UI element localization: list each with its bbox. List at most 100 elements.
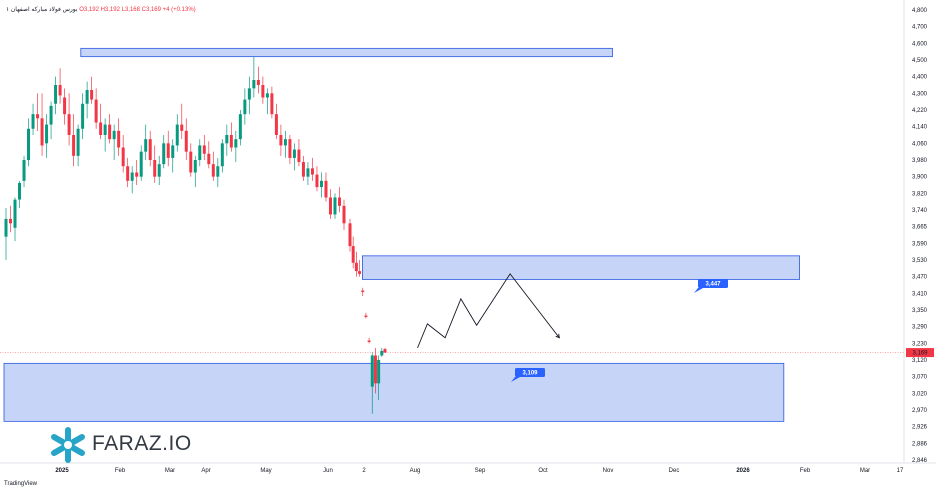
y-tick-label: 4,800 [912, 8, 928, 14]
x-tick-label: Nov [603, 468, 614, 474]
zones [3, 47, 800, 422]
candle-body [63, 97, 67, 115]
candle-body [247, 88, 251, 100]
chart-header: ۱ بورس فولاد مبارکه اصفهان O3,192 H3,192… [6, 6, 196, 13]
candle-body [229, 135, 233, 148]
candle-body [130, 172, 134, 181]
symbol-name: ۱ بورس فولاد مبارکه اصفهان [6, 7, 78, 13]
candle-body [225, 135, 229, 144]
candle-body [58, 85, 62, 96]
y-tick-label: 4,400 [912, 75, 928, 81]
y-tick-label: 3,530 [912, 258, 928, 264]
middle-resistance-label: 3,447 [705, 282, 721, 288]
candle-body [370, 355, 374, 387]
y-tick-label: 4,140 [912, 125, 928, 131]
candle-body [364, 315, 368, 317]
candle-body [234, 139, 238, 148]
y-tick-label: 2,970 [912, 408, 928, 414]
y-tick-label: 3,290 [912, 325, 928, 331]
y-tick-label: 3,120 [912, 358, 928, 364]
candle-body [337, 197, 341, 206]
y-tick-label: 3,820 [912, 191, 928, 197]
y-tick-label: 4,300 [912, 91, 928, 97]
y-axis: 4,800 4,700 4,600 4,500 4,400 4,300 4,220 4,140… [906, 8, 934, 464]
y-tick-label: 4,500 [912, 58, 928, 64]
candle-body [265, 93, 269, 98]
x-tick-label: Mar [860, 468, 870, 474]
middle-resistance-zone [361, 255, 800, 280]
candle-body [180, 124, 184, 131]
candle-body [315, 174, 319, 188]
candle-body [189, 151, 193, 173]
candle-body [383, 349, 387, 353]
candle-body [18, 182, 22, 200]
candle-body [310, 168, 314, 175]
y-tick-label: 3,410 [912, 291, 928, 297]
candle-body [85, 90, 89, 104]
support-label: 3,109 [522, 371, 538, 377]
candle-body [139, 151, 143, 177]
watermark-text: FARAZ.IO [92, 432, 192, 455]
y-tick-label: 3,980 [912, 158, 928, 164]
y-tick-label: 3,020 [912, 391, 928, 397]
candle-body [117, 130, 121, 148]
y-tick-label: 3,470 [912, 275, 928, 281]
y-tick-label: 3,740 [912, 208, 928, 214]
candle-body [157, 164, 161, 177]
candle-body [4, 218, 8, 237]
tradingview-brand: TradingView [4, 481, 38, 487]
candle-body [238, 114, 242, 140]
candle-body [220, 143, 224, 167]
y-tick-label: 3,070 [912, 375, 928, 381]
candle-body [103, 124, 107, 135]
candle-body [211, 164, 215, 177]
ohlc-readout: O3,192 H3,192 L3,168 C3,169 +4 (+0.13%) [79, 7, 196, 13]
candle-body [328, 197, 332, 215]
projection-arrowhead [555, 333, 560, 339]
candle-body [94, 99, 98, 123]
candle-body [202, 145, 206, 154]
candle-body [216, 166, 220, 177]
candle-body [81, 103, 85, 129]
y-tick-label: 3,900 [912, 175, 928, 181]
upper-resistance-zone [80, 47, 613, 58]
candle-body [108, 124, 112, 140]
candle-body [367, 340, 371, 342]
candle-body [31, 114, 35, 129]
candle-body [380, 350, 384, 356]
candle-body [126, 166, 130, 181]
middle-resistance-label-badge [698, 279, 728, 288]
x-tick-label: Mar [165, 468, 175, 474]
candle-body [377, 360, 381, 384]
candle-body [67, 114, 71, 135]
y-tick-label: 2,886 [912, 441, 928, 447]
candle-body [76, 128, 80, 156]
y-tick-label: 2,846 [912, 458, 928, 464]
candle-body [274, 114, 278, 135]
candle-body [207, 153, 211, 165]
projection [417, 273, 560, 349]
y-tick-label: 3,230 [912, 341, 928, 347]
candle-body [72, 135, 76, 156]
candle-body [121, 147, 125, 167]
x-tick-label: May [260, 468, 271, 474]
candle-body [256, 80, 260, 85]
x-tick-label: 2025 [55, 468, 69, 474]
x-axis: 2025 Feb Mar Apr May Jun 2 Aug Sep Oct Nov Dec 2026 F… [55, 468, 904, 474]
zone-labels: 3,447 3,109 [511, 279, 728, 382]
candle-body [301, 162, 305, 177]
candle-body [198, 145, 202, 160]
candle-body [333, 197, 337, 215]
candle-body [358, 271, 362, 274]
x-tick-label: 2026 [736, 468, 750, 474]
candle-body [90, 90, 94, 100]
candle-body [45, 124, 49, 144]
candle-body [348, 223, 352, 247]
candle-body [36, 114, 40, 119]
last-price-badge [906, 348, 934, 358]
y-tick-label: 2,926 [912, 425, 928, 431]
y-tick-label: 4,700 [912, 25, 928, 31]
candle-body [324, 180, 328, 198]
candle-body [49, 105, 53, 125]
